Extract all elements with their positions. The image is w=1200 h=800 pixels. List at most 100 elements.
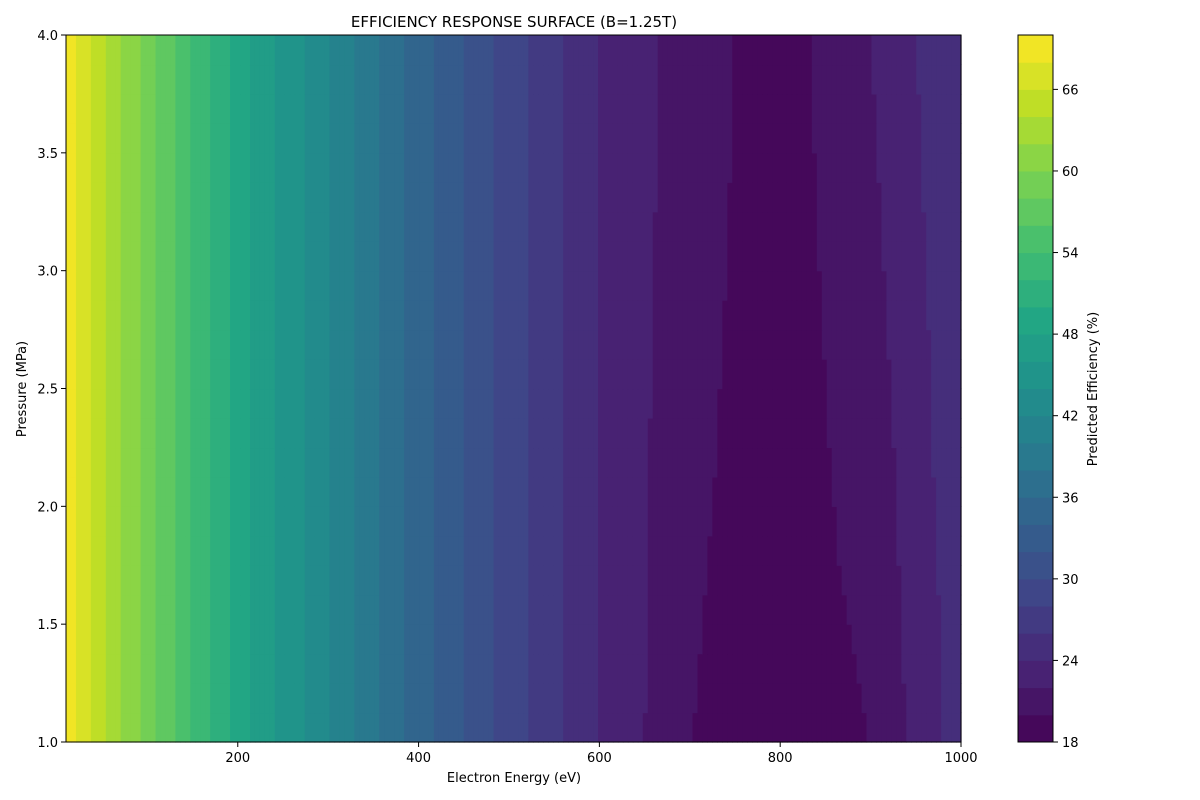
contour-cell: [652, 241, 659, 272]
contour-cell: [856, 653, 863, 684]
contour-cell: [598, 211, 604, 242]
contour-cell: [916, 653, 922, 684]
contour-cell: [951, 211, 957, 242]
contour-cell: [369, 388, 375, 419]
contour-cell: [175, 535, 181, 566]
contour-cell: [642, 388, 649, 419]
contour-cell: [578, 93, 584, 124]
contour-cell: [583, 683, 589, 714]
contour-cell: [916, 476, 922, 507]
contour-cell: [394, 152, 400, 183]
contour-cell: [941, 447, 947, 478]
contour-cell: [90, 300, 97, 331]
contour-cell: [130, 152, 137, 183]
contour-cell: [220, 123, 226, 154]
contour-cell: [811, 535, 818, 566]
contour-cell: [727, 417, 733, 449]
contour-cell: [334, 64, 341, 95]
contour-cell: [757, 683, 763, 714]
contour-cell: [786, 182, 793, 213]
contour-cell: [354, 64, 360, 95]
contour-cell: [433, 211, 440, 242]
contour-cell: [777, 359, 783, 390]
contour-cell: [478, 211, 485, 242]
contour-cell: [786, 506, 793, 537]
contour-cell: [145, 653, 152, 684]
contour-cell: [588, 35, 594, 66]
contour-cell: [846, 535, 853, 566]
contour-cell: [543, 329, 549, 360]
contour-cell: [319, 506, 326, 537]
contour-cell: [772, 594, 778, 625]
contour-cell: [274, 182, 281, 213]
contour-cell: [722, 123, 728, 154]
contour-cell: [737, 594, 743, 625]
contour-cell: [205, 182, 211, 213]
contour-cell: [801, 329, 808, 360]
contour-cell: [558, 417, 564, 449]
contour-cell: [593, 447, 599, 478]
contour-cell: [603, 624, 609, 655]
contour-cell: [518, 417, 525, 449]
contour-cell: [215, 653, 221, 684]
contour-cell: [891, 35, 897, 66]
contour-cell: [568, 653, 574, 684]
contour-cell: [936, 64, 942, 95]
contour-cell: [478, 565, 485, 596]
contour-cell: [518, 594, 525, 625]
contour-cell: [801, 624, 808, 655]
contour-cell: [657, 447, 664, 478]
contour-cell: [419, 35, 425, 66]
contour-cell: [926, 270, 932, 301]
contour-cell: [428, 241, 435, 272]
contour-cell: [622, 300, 629, 331]
contour-cell: [791, 594, 798, 625]
contour-cell: [558, 594, 564, 625]
contour-cell: [105, 35, 112, 66]
contour-cell: [881, 594, 888, 625]
contour-cell: [836, 447, 843, 478]
contour-cell: [712, 535, 718, 566]
contour-cell: [448, 300, 455, 331]
contour-cell: [364, 683, 370, 714]
contour-cell: [687, 241, 694, 272]
contour-cell: [185, 535, 191, 566]
contour-cell: [593, 300, 599, 331]
contour-cell: [329, 123, 336, 154]
contour-cell: [299, 447, 306, 478]
contour-cell: [667, 535, 674, 566]
contour-cell: [772, 712, 778, 743]
contour-cell: [389, 64, 395, 95]
contour-cell: [777, 417, 783, 449]
contour-cell: [622, 624, 629, 655]
contour-cell: [369, 417, 375, 449]
contour-cell: [826, 565, 833, 596]
contour-cell: [269, 683, 276, 714]
contour-cell: [80, 624, 87, 655]
contour-cell: [245, 535, 251, 566]
contour-cell: [309, 624, 316, 655]
contour-cell: [826, 506, 833, 537]
contour-cell: [821, 300, 828, 331]
contour-cell: [493, 683, 500, 714]
contour-cell: [304, 329, 311, 360]
contour-cell: [160, 211, 167, 242]
contour-cell: [722, 93, 728, 124]
contour-cell: [150, 359, 157, 390]
contour-cell: [737, 417, 743, 449]
contour-cell: [115, 476, 122, 507]
contour-cell: [289, 93, 296, 124]
contour-cell: [279, 270, 286, 301]
contour-cell: [230, 565, 236, 596]
contour-cell: [309, 653, 316, 684]
contour-cell: [513, 270, 520, 301]
contour-cell: [478, 506, 485, 537]
contour-cell: [692, 712, 699, 743]
contour-cell: [210, 388, 216, 419]
contour-cell: [220, 683, 226, 714]
contour-cell: [344, 653, 351, 684]
colorbar-label: Predicted Efficiency (%): [1086, 312, 1101, 466]
contour-cell: [483, 329, 490, 360]
contour-cell: [240, 565, 246, 596]
contour-cell: [841, 270, 848, 301]
